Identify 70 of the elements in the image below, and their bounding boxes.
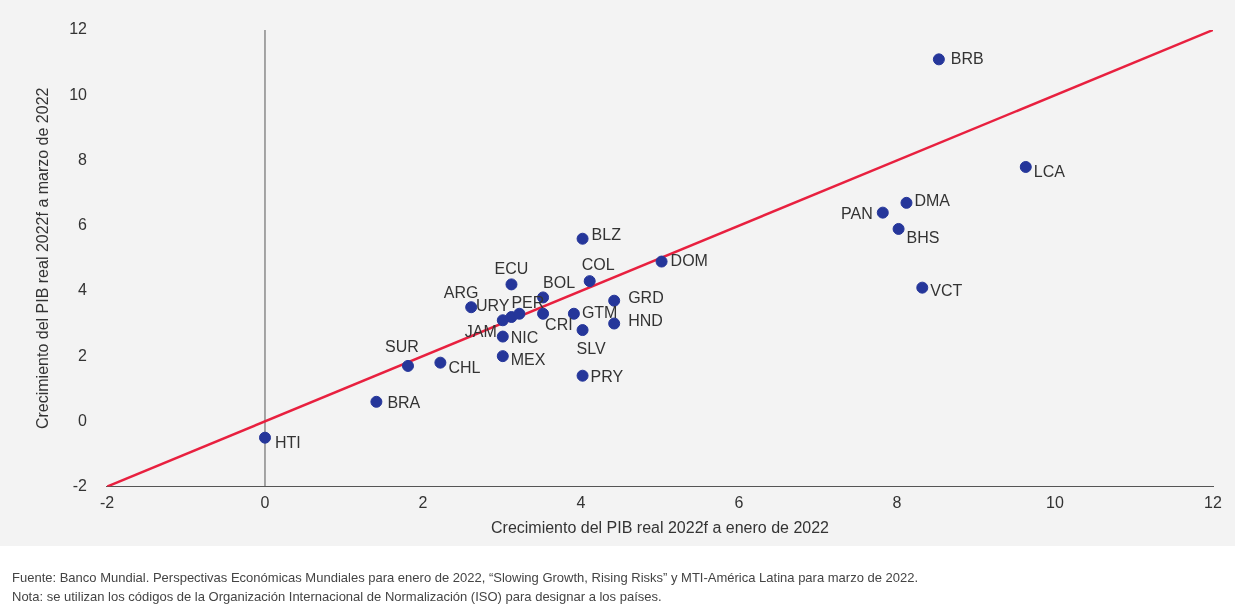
point xyxy=(496,350,509,363)
annotation: GRD xyxy=(628,289,664,307)
point xyxy=(583,275,596,288)
point xyxy=(370,395,383,408)
annotation: SUR xyxy=(385,338,419,356)
annotation: VCT xyxy=(930,282,963,300)
point xyxy=(576,369,589,382)
point xyxy=(465,301,478,314)
annotation: HTI xyxy=(275,434,301,452)
x-tick-label: 10 xyxy=(1046,493,1064,511)
annotation: HND xyxy=(628,311,663,329)
x-tick-label: 0 xyxy=(260,493,270,511)
point xyxy=(401,359,414,372)
annotation: LCA xyxy=(1033,163,1066,181)
point xyxy=(576,232,589,245)
y-tick-label: 6 xyxy=(78,216,88,234)
annotation: COL xyxy=(581,255,615,273)
annotation: BRB xyxy=(950,49,984,67)
annotation: BLZ xyxy=(591,226,622,244)
annotation: ECU xyxy=(494,259,529,277)
point xyxy=(892,222,905,235)
point xyxy=(608,317,621,330)
x-tick-label: -2 xyxy=(99,493,115,511)
point xyxy=(900,196,913,209)
annotation: BHS xyxy=(906,229,940,247)
point xyxy=(496,314,509,327)
annotation: BOL xyxy=(543,273,576,291)
point xyxy=(505,278,518,291)
x-tick-label: 8 xyxy=(892,493,902,511)
x-tick-label: 4 xyxy=(576,493,586,511)
x-tick-label: 12 xyxy=(1204,493,1222,511)
x-tick-label: 6 xyxy=(734,493,744,511)
annotation: BRA xyxy=(387,394,421,412)
annotation: DMA xyxy=(914,192,951,210)
point xyxy=(513,307,526,320)
annotation: MEX xyxy=(510,350,546,368)
point xyxy=(1019,160,1032,173)
x-axis-title: Crecimiento del PIB real 2022f a enero de 2022 xyxy=(491,518,830,536)
point xyxy=(932,53,945,66)
y-tick-label: 10 xyxy=(69,85,88,103)
y-axis-title: Crecimiento del PIB real 2022f a marzo de 2022 xyxy=(34,87,52,430)
text: Nota: se utilizan los códigos de la Organización Internacional de Normalización (ISO) para designar a los países. xyxy=(12,588,663,606)
point xyxy=(655,255,668,268)
annotation: NIC xyxy=(510,328,539,346)
annotation: CHL xyxy=(448,359,481,377)
annotation: CRI xyxy=(545,316,573,334)
annotation: GTM xyxy=(581,304,618,322)
annotation: DOM xyxy=(670,251,708,269)
annotation: PER xyxy=(511,294,545,312)
y-tick-label: -2 xyxy=(72,477,88,495)
point xyxy=(608,294,621,307)
annotation: PAN xyxy=(841,205,873,223)
y-tick-label: 2 xyxy=(78,346,88,364)
y-tick-label: 12 xyxy=(69,20,88,38)
annotation: PRY xyxy=(590,368,624,386)
point xyxy=(576,324,589,337)
x-tick-label: 2 xyxy=(418,493,428,511)
annotation: SLV xyxy=(576,340,606,358)
source-note: Fuente: Banco Mundial. Perspectivas Económicas Mundiales para enero de 2022, “Slowing Growth, Rising Risks” y MTI-América Latina para marzo de 2022. xyxy=(12,569,920,587)
point xyxy=(537,307,550,320)
y-tick-label: 4 xyxy=(78,281,88,299)
point xyxy=(496,330,509,343)
point xyxy=(876,206,889,219)
y-tick-label: 0 xyxy=(78,411,88,429)
y-tick-label: 8 xyxy=(78,150,88,168)
point xyxy=(916,281,929,294)
point xyxy=(259,431,271,444)
point xyxy=(567,307,580,320)
point xyxy=(434,356,447,369)
annotation: URY xyxy=(475,297,510,315)
